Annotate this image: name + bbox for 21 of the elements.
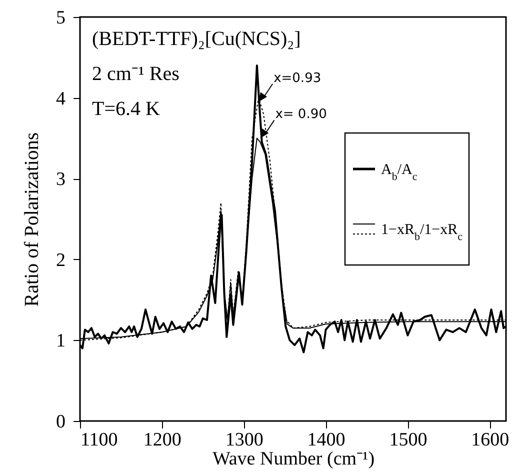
legend-label: 1−xR$_{b}$/1−xR$_{c}$ xyxy=(381,222,463,243)
x-tick-label: 1500 xyxy=(389,430,428,450)
y-tick-label: 1 xyxy=(56,330,66,352)
x-tick-label: 1400 xyxy=(307,430,346,450)
annotation: x=0.93 xyxy=(274,70,322,86)
y-tick-label: 2 xyxy=(56,250,66,271)
annotation: x= 0.90 xyxy=(275,107,327,122)
annotation: T=6.4 K xyxy=(92,98,160,120)
y-tick-label: 4 xyxy=(56,88,66,110)
text: (BEDT-TTF)₂[Cu(NCS)₂] xyxy=(92,28,301,50)
y-tick-label: 3 xyxy=(56,169,66,190)
x-tick-label: 1200 xyxy=(143,430,182,450)
legend-label: A$_{b}$/A$_{c}$ xyxy=(381,162,418,183)
x-tick-label: 1100 xyxy=(80,430,118,450)
x-tick-label: 1300 xyxy=(225,430,264,450)
text: 2 cm⁻¹ Res xyxy=(92,63,180,85)
y-axis-title: Ratio of Polarizations xyxy=(21,132,43,307)
x-tick-label: 1600 xyxy=(471,430,510,450)
y-tick-label: 0 xyxy=(56,412,66,432)
y-tick-label: 5 xyxy=(56,8,66,28)
x-axis-title: Wave Number (cm⁻¹) xyxy=(212,448,375,470)
